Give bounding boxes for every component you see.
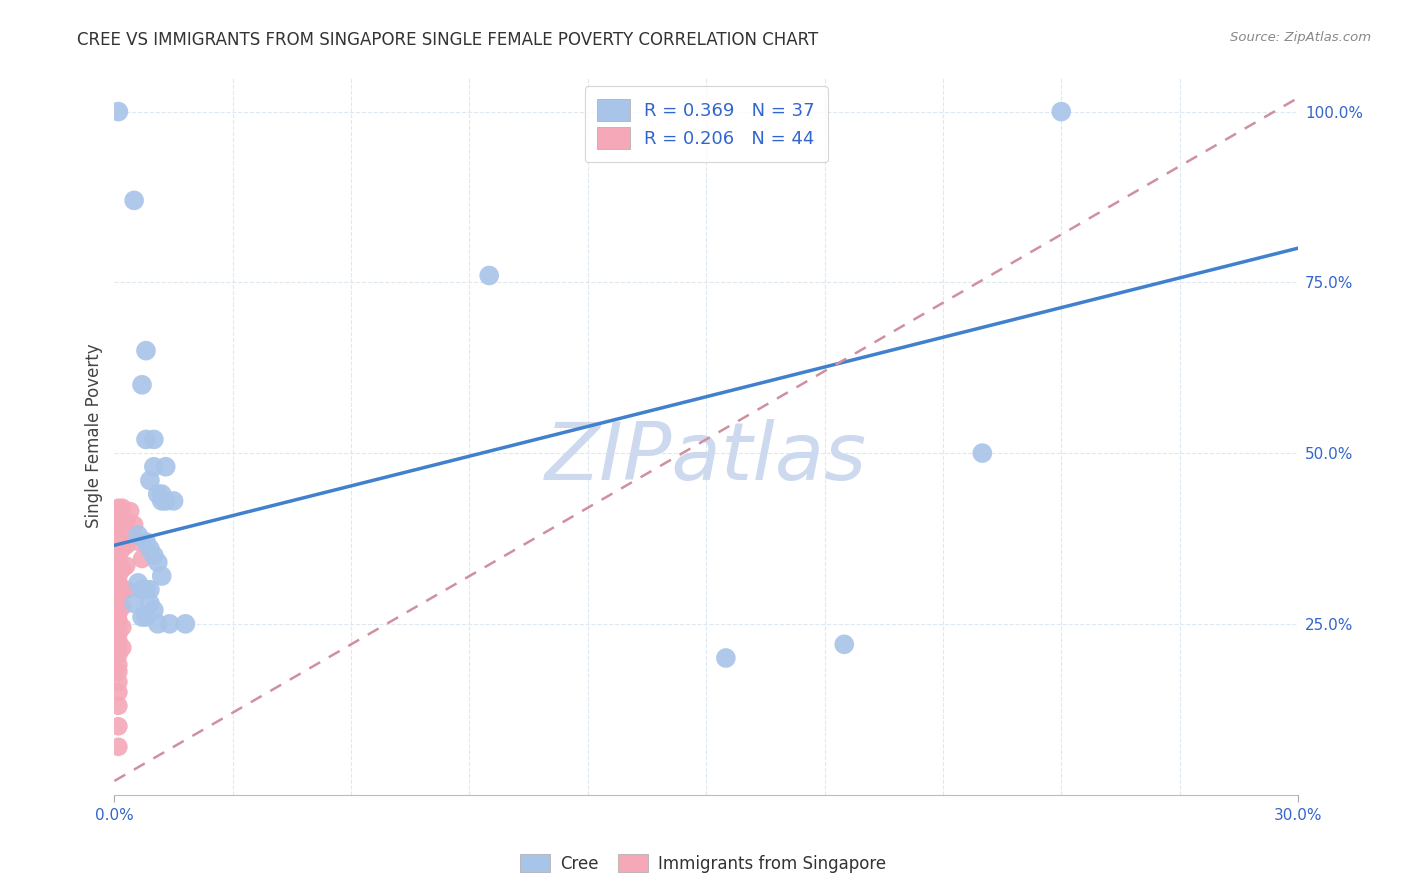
Point bbox=[150, 494, 173, 508]
Point bbox=[139, 474, 162, 488]
Point bbox=[107, 620, 129, 634]
Point bbox=[155, 494, 177, 508]
Text: ZIPatlas: ZIPatlas bbox=[546, 418, 868, 497]
Point bbox=[107, 719, 129, 733]
Point bbox=[127, 528, 149, 542]
Point bbox=[115, 582, 138, 597]
Point bbox=[135, 610, 157, 624]
Point bbox=[107, 698, 129, 713]
Point bbox=[478, 268, 501, 283]
Point bbox=[107, 640, 129, 655]
Point bbox=[111, 524, 134, 539]
Point bbox=[107, 541, 129, 556]
Point bbox=[122, 194, 145, 208]
Point bbox=[135, 582, 157, 597]
Point bbox=[146, 555, 169, 569]
Legend: Cree, Immigrants from Singapore: Cree, Immigrants from Singapore bbox=[513, 847, 893, 880]
Point bbox=[111, 582, 134, 597]
Point bbox=[107, 104, 129, 119]
Point bbox=[107, 648, 129, 662]
Legend: R = 0.369   N = 37, R = 0.206   N = 44: R = 0.369 N = 37, R = 0.206 N = 44 bbox=[585, 87, 828, 162]
Point bbox=[122, 596, 145, 610]
Point bbox=[111, 541, 134, 556]
Point bbox=[107, 627, 129, 641]
Point bbox=[107, 575, 129, 590]
Point bbox=[115, 538, 138, 552]
Point bbox=[107, 500, 129, 515]
Point bbox=[714, 651, 737, 665]
Point bbox=[107, 599, 129, 614]
Point bbox=[107, 634, 129, 648]
Point bbox=[142, 433, 165, 447]
Point bbox=[155, 459, 177, 474]
Point bbox=[107, 524, 129, 539]
Point bbox=[139, 582, 162, 597]
Point bbox=[159, 616, 181, 631]
Point bbox=[146, 487, 169, 501]
Point bbox=[122, 517, 145, 532]
Point bbox=[139, 541, 162, 556]
Point bbox=[150, 487, 173, 501]
Point bbox=[107, 582, 129, 597]
Point bbox=[107, 569, 129, 583]
Point bbox=[131, 377, 153, 392]
Point bbox=[135, 433, 157, 447]
Point bbox=[111, 562, 134, 576]
Point bbox=[135, 343, 157, 358]
Point bbox=[139, 596, 162, 610]
Point bbox=[131, 582, 153, 597]
Point bbox=[107, 534, 129, 549]
Point bbox=[115, 558, 138, 573]
Point bbox=[107, 685, 129, 699]
Point bbox=[120, 504, 142, 518]
Point bbox=[150, 569, 173, 583]
Point bbox=[142, 549, 165, 563]
Point bbox=[135, 534, 157, 549]
Point bbox=[131, 610, 153, 624]
Point bbox=[107, 549, 129, 563]
Point bbox=[107, 555, 129, 569]
Point bbox=[146, 616, 169, 631]
Point bbox=[107, 590, 129, 604]
Point bbox=[107, 515, 129, 529]
Point bbox=[107, 657, 129, 672]
Point bbox=[832, 637, 855, 651]
Point bbox=[111, 640, 134, 655]
Point bbox=[142, 459, 165, 474]
Text: Source: ZipAtlas.com: Source: ZipAtlas.com bbox=[1230, 31, 1371, 45]
Point bbox=[107, 665, 129, 679]
Point bbox=[115, 515, 138, 529]
Point bbox=[1050, 104, 1073, 119]
Point bbox=[127, 575, 149, 590]
Point bbox=[111, 500, 134, 515]
Y-axis label: Single Female Poverty: Single Female Poverty bbox=[86, 343, 103, 528]
Point bbox=[107, 674, 129, 689]
Point bbox=[111, 620, 134, 634]
Point bbox=[174, 616, 197, 631]
Point bbox=[111, 599, 134, 614]
Point bbox=[972, 446, 994, 460]
Point bbox=[107, 562, 129, 576]
Point bbox=[142, 603, 165, 617]
Point bbox=[131, 552, 153, 566]
Point bbox=[162, 494, 184, 508]
Point bbox=[107, 508, 129, 522]
Point bbox=[107, 614, 129, 628]
Text: CREE VS IMMIGRANTS FROM SINGAPORE SINGLE FEMALE POVERTY CORRELATION CHART: CREE VS IMMIGRANTS FROM SINGAPORE SINGLE… bbox=[77, 31, 818, 49]
Point bbox=[107, 739, 129, 754]
Point bbox=[127, 534, 149, 549]
Point bbox=[107, 607, 129, 621]
